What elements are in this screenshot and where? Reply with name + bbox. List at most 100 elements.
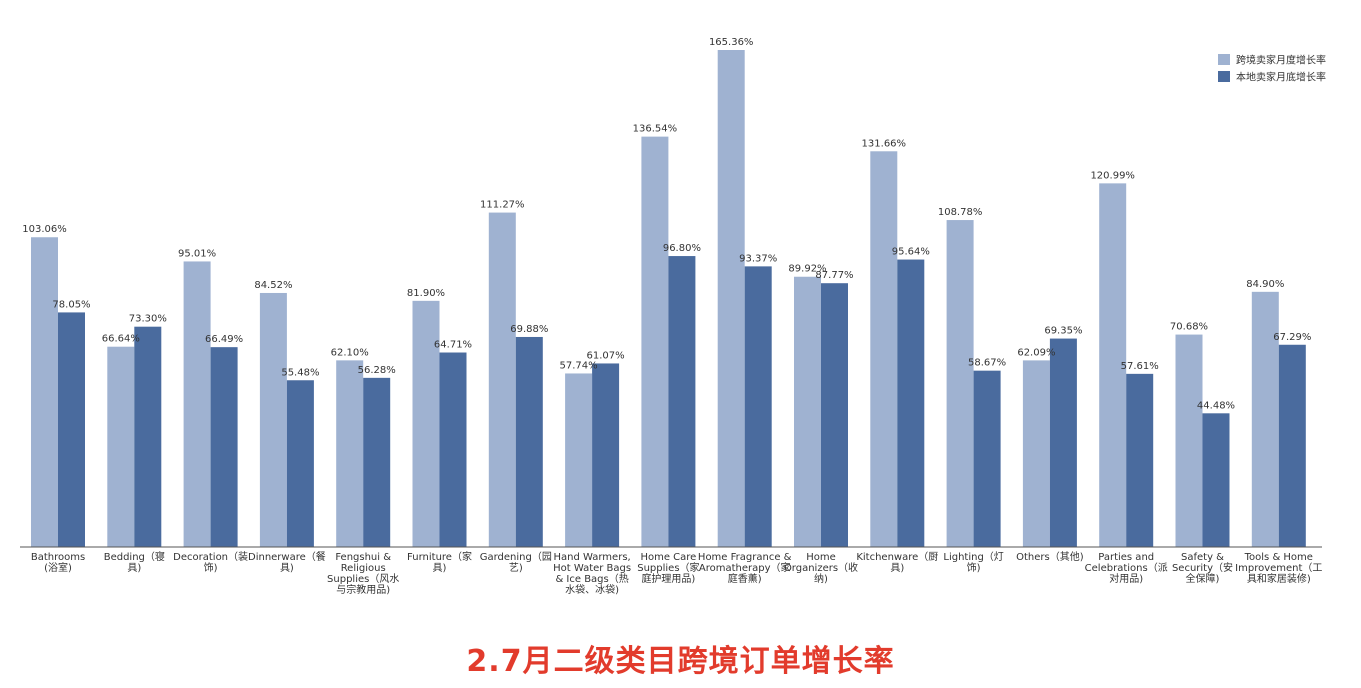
x-tick-line: Home Fragrance & xyxy=(698,552,792,563)
x-tick-label-12: Lighting（灯饰) xyxy=(943,551,1003,574)
legend-label-1: 跨境卖家月度增长率 xyxy=(1236,54,1326,67)
bar-s1-15 xyxy=(1175,334,1203,547)
legend-label-2: 本地卖家月底增长率 xyxy=(1236,71,1326,84)
bar-s2-10 xyxy=(821,283,848,547)
bar-s2-6 xyxy=(515,336,543,547)
x-tick-line: Security（安 xyxy=(1172,561,1233,574)
bar-s2-13 xyxy=(1049,338,1077,547)
value-label-s1-9: 165.36% xyxy=(709,37,754,48)
x-tick-line: & Ice Bags（热 xyxy=(555,572,628,585)
x-tick-line: 庭护理用品) xyxy=(641,572,695,585)
value-label-s1-10: 89.92% xyxy=(788,264,826,275)
x-tick-label-4: Fengshui & Religious Supplies（风水与宗教用品) xyxy=(327,552,399,596)
x-tick-line: 纳) xyxy=(814,572,828,585)
x-tick-line: Home Care xyxy=(640,552,696,563)
x-tick-line: 对用品) xyxy=(1109,572,1143,585)
x-tick-line: 饰) xyxy=(204,561,218,574)
bar-s2-2 xyxy=(210,347,238,547)
x-tick-label-2: Decoration（装饰) xyxy=(173,550,248,574)
x-tick-label-10: Home Organizers（收纳) xyxy=(784,552,858,585)
value-label-s1-16: 84.90% xyxy=(1246,279,1284,290)
chart-caption: 2.7月二级类目跨境订单增长率 xyxy=(466,644,895,679)
x-tick-label-5: Furniture（家具) xyxy=(407,550,472,574)
value-label-s2-1: 73.30% xyxy=(129,314,167,325)
value-label-s1-8: 136.54% xyxy=(633,124,678,135)
x-tick-label-15: Safety & Security（安全保障) xyxy=(1172,552,1233,585)
value-label-s1-1: 66.64% xyxy=(102,334,140,345)
x-tick-line: Organizers（收 xyxy=(784,561,858,574)
x-tick-line: (浴室) xyxy=(44,561,72,574)
value-label-s2-9: 93.37% xyxy=(739,253,777,264)
x-tick-line: Improvement（工 xyxy=(1235,562,1322,574)
x-tick-line: Hot Water Bags xyxy=(553,563,631,574)
value-label-s2-14: 57.61% xyxy=(1121,361,1159,372)
bar-s2-4 xyxy=(363,377,391,547)
value-label-s1-5: 81.90% xyxy=(407,288,445,299)
x-tick-line: Parties and xyxy=(1098,552,1154,563)
x-tick-line: Fengshui & xyxy=(335,552,391,563)
bar-s2-16 xyxy=(1278,344,1306,547)
x-tick-line: 饰) xyxy=(967,561,981,574)
bar-s2-8 xyxy=(668,256,696,547)
bar-s2-11 xyxy=(897,259,925,547)
x-tick-line: Safety & xyxy=(1181,552,1224,563)
x-tick-line: Furniture（家 xyxy=(407,550,472,563)
bar-s1-11 xyxy=(870,151,898,548)
bar-s2-3 xyxy=(286,380,314,547)
x-tick-line: 与宗教用品) xyxy=(336,583,390,596)
x-tick-label-3: Dinnerware（餐具) xyxy=(248,550,326,574)
x-tick-line: 具) xyxy=(127,562,141,574)
x-tick-line: Others（其他) xyxy=(1016,550,1084,563)
value-label-s2-2: 66.49% xyxy=(205,334,243,345)
x-tick-line: Tools & Home xyxy=(1244,552,1313,563)
x-tick-label-8: Home Care Supplies（家庭护理用品) xyxy=(637,552,699,585)
x-tick-line: 具) xyxy=(280,562,294,574)
x-tick-label-7: Hand Warmers, Hot Water Bags & Ice Bags（热水… xyxy=(553,552,631,596)
value-label-s2-13: 69.35% xyxy=(1044,326,1082,337)
bar-s2-14 xyxy=(1126,373,1154,547)
value-label-s1-0: 103.06% xyxy=(22,224,67,235)
bar-s2-5 xyxy=(439,352,467,547)
bar-s1-5 xyxy=(412,300,440,547)
value-label-s2-4: 56.28% xyxy=(358,365,396,376)
value-label-s2-8: 96.80% xyxy=(663,243,701,254)
value-label-s1-14: 120.99% xyxy=(1090,170,1135,181)
value-labels-layer: 103.06% 78.05% 66.64% 73.30% 95.01% 66.49% 84.… xyxy=(22,37,1311,411)
value-label-s2-15: 44.48% xyxy=(1197,400,1235,411)
x-tick-label-0: Bathrooms (浴室) xyxy=(31,552,85,574)
bar-s1-8 xyxy=(641,136,669,547)
x-tick-line: Bedding（寝 xyxy=(104,550,165,563)
bar-s1-12 xyxy=(946,220,974,547)
value-label-s2-11: 95.64% xyxy=(892,247,930,258)
x-tick-line: Aromatherapy（家 xyxy=(699,561,791,574)
bar-s2-1 xyxy=(134,326,162,547)
x-tick-line: Supplies（风水 xyxy=(327,573,399,585)
x-tick-line: Hand Warmers, xyxy=(553,552,630,563)
bar-s2-12 xyxy=(973,370,1001,547)
bar-s1-3 xyxy=(259,292,287,547)
bar-s1-6 xyxy=(488,212,516,548)
x-tick-label-11: Kitchenware（厨具) xyxy=(856,551,938,574)
value-label-s1-7: 57.74% xyxy=(560,360,598,371)
x-tick-line: Kitchenware（厨 xyxy=(856,551,938,563)
bar-s1-1 xyxy=(107,346,135,547)
x-tick-line: 具) xyxy=(890,562,904,574)
x-tick-line: 水袋、冰袋) xyxy=(565,583,619,596)
bar-s1-7 xyxy=(565,373,593,547)
x-tick-line: Lighting（灯 xyxy=(943,551,1003,563)
value-label-s2-7: 61.07% xyxy=(587,350,625,361)
x-tick-line: Decoration（装 xyxy=(173,550,248,563)
legend-swatch-2 xyxy=(1218,71,1230,82)
x-tick-label-16: Tools & Home Improvement（工具和家居装修) xyxy=(1235,552,1322,585)
bars-layer xyxy=(31,50,1306,548)
bar-s2-15 xyxy=(1202,413,1230,547)
bar-s2-0 xyxy=(58,312,85,547)
value-label-s2-0: 78.05% xyxy=(52,299,90,310)
bar-s1-4 xyxy=(336,360,364,547)
value-label-s1-12: 108.78% xyxy=(938,207,983,218)
bar-s1-13 xyxy=(1022,360,1050,547)
x-tick-line: Gardening（园 xyxy=(480,551,552,563)
x-tick-line: Home xyxy=(806,552,836,563)
